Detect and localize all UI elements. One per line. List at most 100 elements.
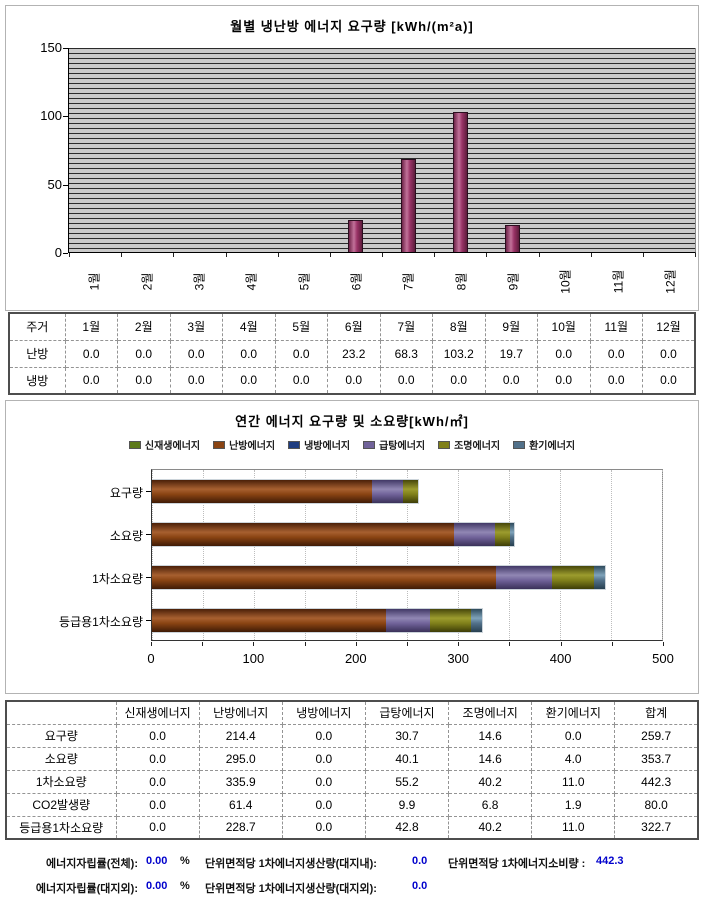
month-slot-12 bbox=[643, 48, 695, 252]
x-label-cell-12: 12월 bbox=[644, 259, 696, 303]
monthly-table: 주거 1월 2월 3월 4월 5월 6월 7월 8월 9월 10월 11월 12월 난방 0.0 0.0 0.0… bbox=[8, 312, 696, 395]
bar-segment-0-3 bbox=[371, 480, 403, 503]
x-label-cell-4: 4월 bbox=[225, 259, 277, 303]
monthly-chart-plot-area bbox=[68, 48, 696, 257]
monthly-cell-0-0: 0.0 bbox=[64, 339, 118, 368]
x-tick-label-400: 400 bbox=[549, 651, 572, 666]
stacked-bar-2 bbox=[152, 565, 606, 590]
annual-cell-4-0: 0.0 bbox=[115, 815, 200, 840]
legend-label-1: 난방에너지 bbox=[229, 441, 276, 452]
gridline-350 bbox=[509, 470, 510, 640]
monthly-cell-0-9: 0.0 bbox=[537, 339, 591, 368]
x-tick-150 bbox=[304, 642, 306, 646]
month-slot-3 bbox=[173, 48, 225, 252]
annual-header-cell-6: 환기에너지 bbox=[531, 700, 616, 725]
self-sufficiency-total-label: 에너지자립률(전체): bbox=[46, 858, 138, 870]
annual-header-cell-3: 냉방에너지 bbox=[281, 700, 366, 725]
gridline-250 bbox=[407, 470, 408, 640]
x-tick-500 bbox=[663, 642, 664, 646]
month-slot-9 bbox=[486, 48, 538, 252]
monthly-cell-0-7: 103.2 bbox=[432, 339, 486, 368]
monthly-cell-1-3: 0.0 bbox=[222, 366, 276, 395]
x-label-cell-1: 1월 bbox=[68, 259, 120, 303]
summary-section: 에너지자립률(전체): 0.00 % 단위면적당 1차에너지생산량(대지내): … bbox=[0, 845, 704, 904]
x-label-month-10: 10월 bbox=[558, 268, 573, 294]
month-slot-2 bbox=[121, 48, 173, 252]
x-tick bbox=[590, 253, 592, 257]
category-label-0: 요구량 bbox=[109, 485, 143, 500]
annual-cell-4-3: 42.8 bbox=[364, 815, 450, 840]
percent-unit: % bbox=[180, 855, 190, 867]
monthly-cell-1-9: 0.0 bbox=[537, 366, 591, 395]
x-tick-100 bbox=[253, 642, 255, 646]
x-label-month-8: 8월 bbox=[453, 272, 468, 290]
monthly-cell-0-6: 68.3 bbox=[379, 339, 433, 368]
monthly-header-cell-3: 3월 bbox=[169, 312, 223, 341]
x-tick bbox=[642, 253, 644, 257]
annual-cell-4-5: 11.0 bbox=[531, 815, 616, 840]
bar-segment-2-5 bbox=[593, 566, 605, 589]
annual-cell-4-1: 228.7 bbox=[198, 815, 283, 840]
y-tick-label-150: 150 bbox=[40, 40, 62, 55]
annual-cell-3-3: 9.9 bbox=[364, 792, 450, 817]
annual-cell-3-0: 0.0 bbox=[115, 792, 200, 817]
monthly-header-cell-1: 1월 bbox=[64, 312, 118, 341]
category-label-2: 1차소요량 bbox=[92, 571, 143, 586]
month-slot-8 bbox=[434, 48, 486, 252]
month-slot-5 bbox=[278, 48, 330, 252]
x-tick bbox=[69, 253, 70, 257]
legend-label-0: 신재생에너지 bbox=[144, 441, 201, 452]
monthly-cell-1-10: 0.0 bbox=[589, 366, 643, 395]
monthly-header-cell-8: 8월 bbox=[432, 312, 486, 341]
legend-swatch-1 bbox=[213, 440, 226, 449]
gridline-500 bbox=[662, 470, 663, 640]
y-tick bbox=[63, 184, 68, 186]
legend-label-4: 조명에너지 bbox=[454, 441, 501, 452]
monthly-cell-0-8: 19.7 bbox=[484, 339, 538, 368]
monthly-header-cell-12: 12월 bbox=[642, 312, 696, 341]
monthly-header-cell-10: 10월 bbox=[537, 312, 591, 341]
x-tick-50 bbox=[202, 642, 204, 646]
annual-table: 신재생에너지 난방에너지 냉방에너지 급탕에너지 조명에너지 환기에너지 합계 요구량 0.0 2… bbox=[5, 700, 699, 840]
primary-energy-production-offsite-label: 단위면적당 1차에너지생산량(대지외): bbox=[205, 883, 377, 895]
monthly-row-label-1: 냉방 bbox=[8, 366, 66, 395]
annual-header-cell-0 bbox=[5, 700, 117, 725]
primary-energy-production-onsite-label: 단위면적당 1차에너지생산량(대지내): bbox=[205, 858, 377, 870]
bar-segment-2-4 bbox=[552, 566, 594, 589]
bar-month-6 bbox=[348, 220, 364, 252]
legend-swatch-2 bbox=[288, 440, 301, 449]
legend-swatch-4 bbox=[438, 440, 451, 449]
annual-cell-1-6: 353.7 bbox=[614, 746, 699, 771]
x-label-cell-5: 5월 bbox=[277, 259, 329, 303]
annual-row-4: 등급용1차소요량 0.0 228.7 0.0 42.8 40.2 11.0 322.7 bbox=[5, 815, 699, 840]
x-tick-250 bbox=[407, 642, 408, 646]
month-slot-6 bbox=[330, 48, 382, 252]
bar-segment-1-5 bbox=[510, 523, 515, 546]
monthly-body: 주거 1월 2월 3월 4월 5월 6월 7월 8월 9월 10월 11월 12월 난방 0.0 0.0 0.0… bbox=[8, 312, 696, 395]
x-tick-label-100: 100 bbox=[242, 651, 265, 666]
gridline-300 bbox=[458, 470, 459, 640]
gridline-150 bbox=[305, 470, 306, 640]
x-tick-label-200: 200 bbox=[344, 651, 367, 666]
y-tick-label-0: 0 bbox=[54, 245, 62, 260]
monthly-cell-0-3: 0.0 bbox=[222, 339, 276, 368]
legend-label-5: 환기에너지 bbox=[529, 441, 576, 452]
gridline-100 bbox=[254, 470, 255, 640]
x-label-cell-6: 6월 bbox=[330, 259, 382, 303]
bar-segment-0-4 bbox=[402, 480, 418, 503]
gridline-50 bbox=[203, 470, 204, 640]
annual-cell-2-6: 442.3 bbox=[614, 769, 699, 794]
primary-energy-consumption-value: 442.3 bbox=[596, 855, 624, 867]
primary-energy-production-onsite-value: 0.0 bbox=[412, 855, 428, 867]
x-tick-300 bbox=[458, 642, 460, 646]
monthly-row-0: 난방 0.0 0.0 0.0 0.0 0.0 23.2 68.3 103.2 19.7 0.0 0.0… bbox=[8, 339, 696, 368]
x-tick-label-500: 500 bbox=[652, 651, 674, 666]
annual-cell-2-2: 0.0 bbox=[281, 769, 366, 794]
y-tick-label-100: 100 bbox=[40, 108, 62, 124]
annual-cell-4-2: 0.0 bbox=[281, 815, 366, 840]
bar-segment-0-1 bbox=[152, 480, 372, 503]
annual-cell-1-2: 0.0 bbox=[281, 746, 366, 771]
gridline-0 bbox=[152, 470, 153, 640]
month-slot-7 bbox=[382, 48, 434, 252]
legend-item-0: 신재생에너지 bbox=[128, 437, 201, 452]
